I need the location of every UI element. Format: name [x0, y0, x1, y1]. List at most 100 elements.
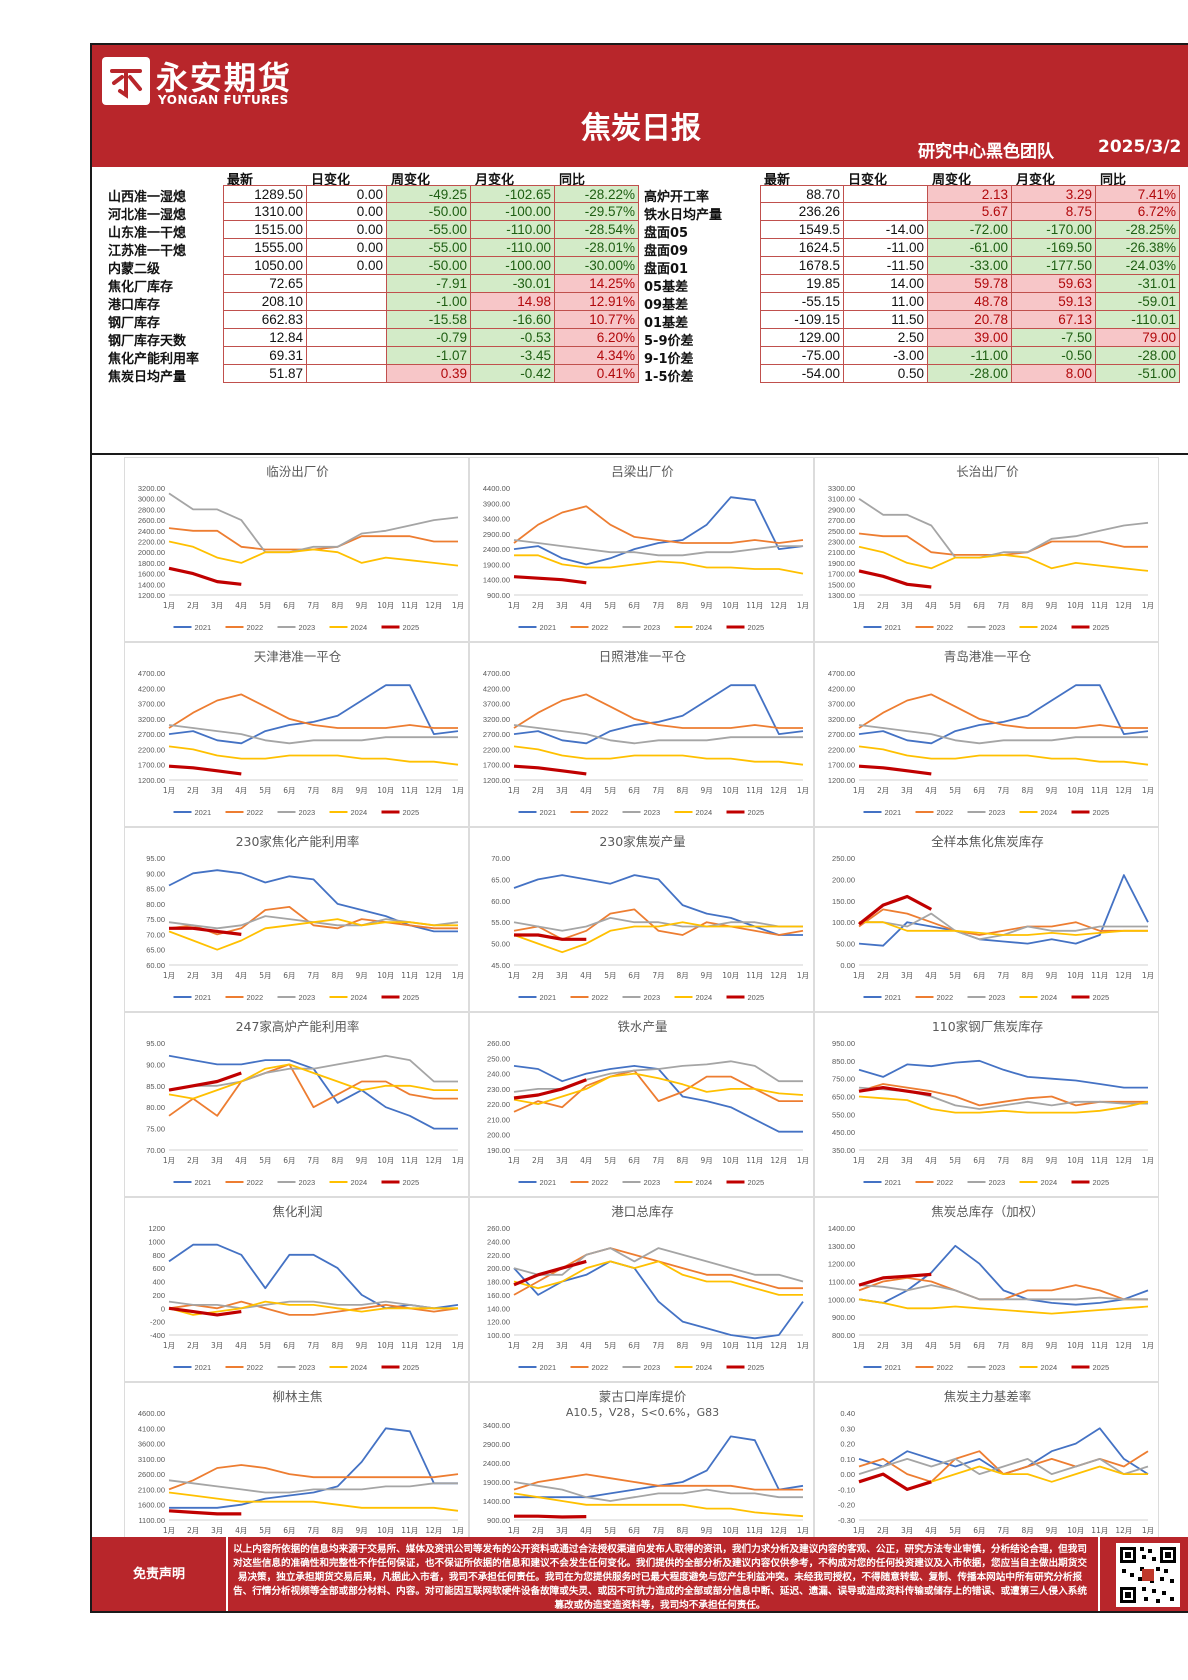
line-chart: 230家焦炭产量70.0065.0060.0055.0050.0045.001月…	[491, 834, 809, 1002]
legend-label: 2022	[592, 1363, 609, 1372]
x-tick-label: 1月	[508, 786, 520, 795]
legend-label: 2021	[540, 1178, 557, 1187]
x-tick-label: 1月	[163, 786, 175, 795]
y-tick-label: 1200.00	[828, 1260, 855, 1269]
table-cell: 1515.00	[223, 221, 307, 239]
series-line-2022	[513, 505, 804, 544]
row-label: 河北准一湿熄	[108, 208, 187, 223]
x-tick-label: 3月	[901, 601, 913, 610]
series-line-2021	[858, 874, 1149, 947]
x-tick-label: 3月	[211, 601, 223, 610]
y-tick-label: 2900.00	[828, 505, 855, 514]
series-line-2022	[858, 693, 1148, 729]
table-cell: 14.25%	[555, 275, 639, 293]
series-line-2023	[513, 724, 803, 745]
legend-label: 2025	[1093, 1178, 1110, 1187]
line-chart: 天津港准一平仓 4700.00 4200.00 3700.00 3200.00 2700.…	[138, 649, 464, 817]
y-tick-label: 3900.00	[483, 499, 510, 508]
y-tick-label: -0.20	[838, 1501, 855, 1510]
x-tick-label: 1月	[797, 971, 809, 980]
legend-label: 2025	[748, 623, 765, 632]
x-tick-label: 11月	[746, 1156, 763, 1165]
row-label: 5-9价差	[644, 334, 694, 349]
series-line-2025	[858, 1085, 932, 1097]
x-tick-label: 8月	[676, 601, 688, 610]
x-tick-label: 4月	[235, 601, 247, 610]
y-tick-label: 800.00	[832, 1331, 855, 1340]
x-tick-label: 9月	[701, 601, 713, 610]
table-cell: 6.20%	[555, 329, 639, 347]
y-tick-label: 0.40	[840, 1409, 855, 1418]
legend-label: 2023	[989, 808, 1006, 817]
x-tick-label: 4月	[580, 1341, 592, 1350]
chart-panel: 港口总库存 260.00 240.00 220.00 200.00 180.00 160.0…	[469, 1197, 814, 1382]
x-tick-label: 3月	[901, 786, 913, 795]
table-cell: -28.00	[928, 365, 1012, 383]
x-tick-label: 10月	[377, 786, 394, 795]
x-tick-label: 2月	[532, 1156, 544, 1165]
x-tick-label: 5月	[949, 1156, 961, 1165]
legend-label: 2023	[644, 1178, 661, 1187]
x-tick-label: 11月	[401, 786, 418, 795]
table-cell: -1.00	[387, 293, 471, 311]
table-cell: 8.75	[1012, 203, 1096, 221]
table-cell: -109.15	[760, 311, 844, 329]
y-tick-label: 2400.00	[483, 545, 510, 554]
x-tick-label: 4月	[235, 1156, 247, 1165]
x-tick-label: 1月	[508, 601, 520, 610]
table-cell: 236.26	[760, 203, 844, 221]
y-tick-label: 900.00	[487, 591, 510, 600]
table-cell: -1.07	[387, 347, 471, 365]
x-tick-label: 2月	[187, 1526, 199, 1535]
x-tick-label: 7月	[652, 1341, 664, 1350]
x-tick-label: 2月	[187, 971, 199, 980]
y-tick-label: 1400.00	[138, 580, 165, 589]
x-tick-label: 6月	[628, 786, 640, 795]
y-tick-label: 4700.00	[138, 669, 165, 678]
x-tick-label: 10月	[1067, 1156, 1084, 1165]
y-tick-label: 210.00	[487, 1115, 510, 1124]
x-tick-label: 10月	[722, 1526, 739, 1535]
x-tick-label: 1月	[452, 786, 464, 795]
x-tick-label: 5月	[949, 1341, 961, 1350]
legend-label: 2022	[247, 808, 264, 817]
x-tick-label: 8月	[331, 1341, 343, 1350]
line-chart: 247家高炉产能利用率 95.00 90.00 85.00 80.00 75.00 70.0…	[146, 1019, 464, 1187]
legend-label: 2022	[592, 808, 609, 817]
x-tick-label: 5月	[259, 786, 271, 795]
y-tick-label: 240.00	[487, 1070, 510, 1079]
table-cell: 14.98	[471, 293, 555, 311]
table-cell: 14.00	[844, 275, 928, 293]
logo-text: 永安期货	[156, 59, 293, 97]
x-tick-label: 4月	[925, 1526, 937, 1535]
table-cell: 51.87	[223, 365, 307, 383]
column-header: 月变化	[475, 173, 515, 188]
legend-label: 2024	[351, 993, 368, 1002]
series-line-2025	[514, 1514, 587, 1519]
x-tick-label: 1月	[452, 1341, 464, 1350]
legend-label: 2021	[885, 1363, 902, 1372]
x-tick-label: 1月	[797, 1341, 809, 1350]
x-tick-label: 9月	[701, 1341, 713, 1350]
legend-label: 2023	[644, 1363, 661, 1372]
legend-label: 2023	[644, 623, 661, 632]
y-tick-label: 4200.00	[483, 684, 510, 693]
x-tick-label: 1月	[853, 971, 865, 980]
y-tick-label: 250.00	[832, 854, 855, 863]
y-tick-label: 3700.00	[138, 700, 165, 709]
x-tick-label: 4月	[925, 601, 937, 610]
y-tick-label: -400	[150, 1331, 165, 1340]
chart-title: 焦炭主力基差率	[944, 1389, 1032, 1404]
y-tick-label: 50.00	[491, 940, 510, 949]
y-tick-label: 450.00	[832, 1128, 855, 1137]
table-cell: 6.72%	[1096, 203, 1180, 221]
x-tick-label: 1月	[797, 601, 809, 610]
x-tick-label: 5月	[949, 601, 961, 610]
x-tick-label: 6月	[283, 786, 295, 795]
x-tick-label: 3月	[901, 971, 913, 980]
x-tick-label: 8月	[676, 1156, 688, 1165]
chart-title: 110家钢厂焦炭库存	[932, 1019, 1043, 1034]
table-cell: 69.31	[223, 347, 307, 365]
chart-panel: 焦炭主力基差率 0.40 0.30 0.20 0.10 0.00 -0.10 -0.20 -0.…	[814, 1382, 1159, 1567]
x-tick-label: 7月	[307, 1526, 319, 1535]
